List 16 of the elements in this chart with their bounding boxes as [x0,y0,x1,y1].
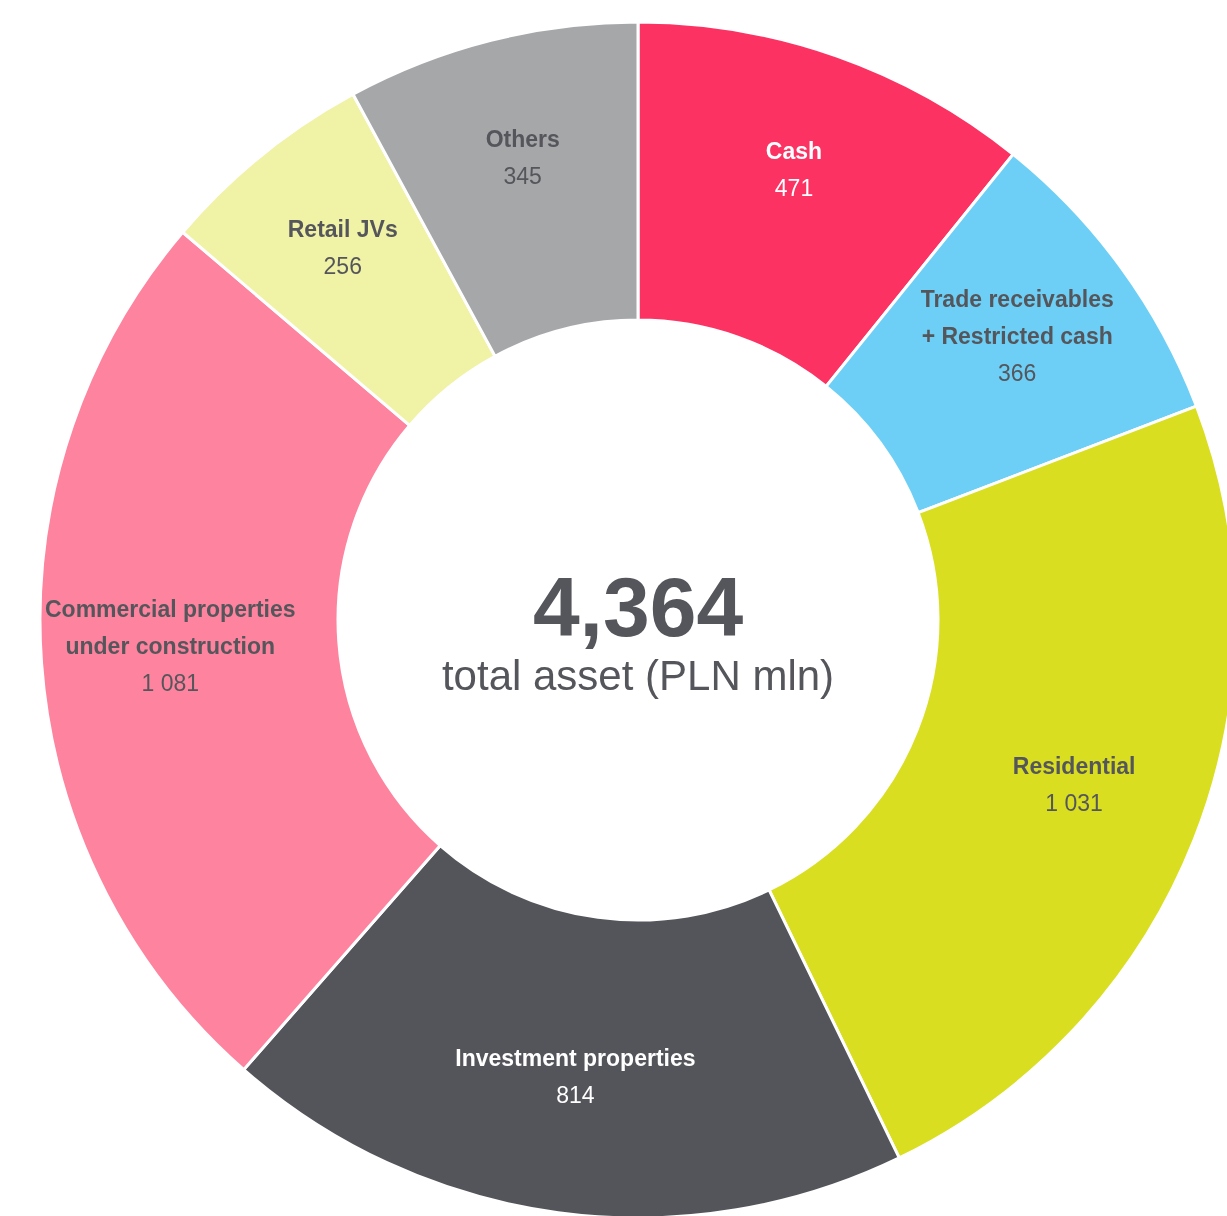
slice-label: Trade receivables + Restricted cash [920,286,1114,349]
data-label: 366 [998,360,1037,386]
slice-label: Retail JVs [287,216,398,243]
slice-label: Cash [765,138,823,165]
data-label: 471 [774,175,814,202]
data-label: 345 [503,162,542,189]
data-label: 256 [323,253,362,280]
data-label: 1 081 [141,670,200,697]
slice-label: Others [485,125,560,152]
data-label: 1 031 [1045,789,1103,816]
slice-label: Residential [1012,752,1136,779]
text: 4,364 [532,560,744,654]
data-label: 814 [556,1082,595,1109]
slice-label: Investment properties [455,1045,696,1072]
text: total asset (PLN mln) [441,652,835,699]
slice-label: Commercial properties under construction [44,596,296,660]
